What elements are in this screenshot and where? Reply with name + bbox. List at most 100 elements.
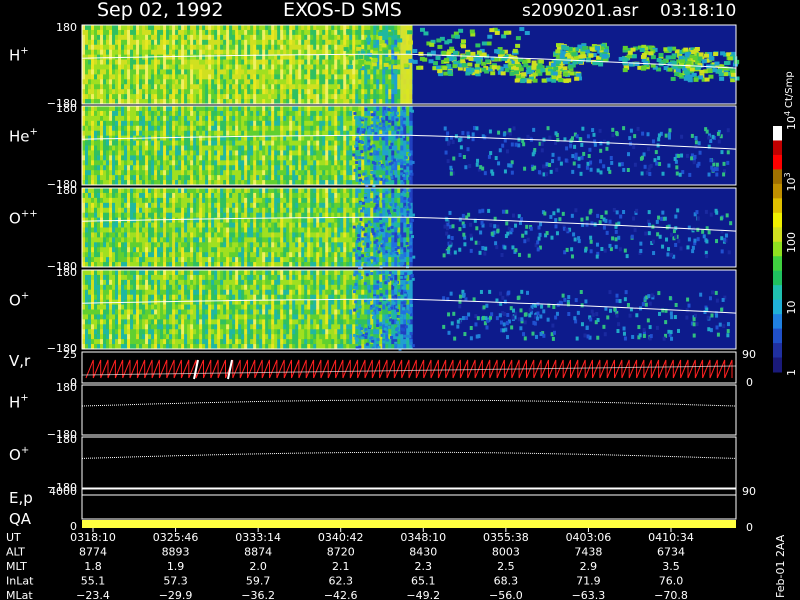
ephem-cell: 0410:34 [648, 531, 694, 544]
colorbar-swatch [773, 198, 782, 214]
y-max-label: 25 [63, 348, 77, 361]
y-min-label: −180 [47, 97, 77, 110]
ephem-cell: 2.0 [249, 560, 267, 573]
file-name: s2090201.asr [522, 1, 638, 21]
ephem-cell: 0333:14 [235, 531, 281, 544]
colorbar-swatch [773, 183, 782, 199]
colorbar-swatch [773, 169, 782, 185]
y-max-label: 180 [56, 102, 77, 115]
panel-0: H+ 180 −180 [9, 21, 740, 110]
colorbar-swatch [773, 328, 782, 344]
y-max-label: 180 [56, 433, 77, 446]
ephem-cell: 2.9 [580, 560, 598, 573]
ephem-cell: 2.1 [332, 560, 350, 573]
y-max-label: 180 [56, 184, 77, 197]
ephem-cell: 55.1 [81, 575, 106, 588]
y-max-label: 180 [56, 21, 77, 34]
ephem-cell: −29.9 [159, 589, 193, 600]
panel-4: V,r 25 0 90 0 [9, 348, 756, 389]
ephem-cell: −42.6 [324, 589, 358, 600]
colorbar-tick: 1 [785, 369, 798, 376]
ephem-cell: 8874 [244, 546, 272, 559]
colorbar-swatch [773, 343, 782, 359]
title-date: Sep 02, 1992 [97, 0, 223, 21]
panel-label: E,p [9, 489, 33, 507]
ephem-cell: 3.5 [662, 560, 680, 573]
ephem-cell: 8430 [409, 546, 437, 559]
panel-8: QA 0 0 [9, 510, 753, 534]
colorbar-swatch [773, 126, 782, 141]
ephem-cell: 7438 [574, 546, 602, 559]
panel-label: He+ [9, 127, 38, 146]
colorbar-tick: 104 [783, 111, 798, 130]
ephem-row-name: MLT [6, 560, 27, 573]
ephem-cell: 62.3 [328, 575, 353, 588]
ephem-row-name: ALT [6, 546, 25, 559]
colorbar-swatch [773, 227, 782, 243]
ephem-cell: 8003 [492, 546, 520, 559]
ephem-cell: 65.1 [411, 575, 436, 588]
colorbar-swatch [773, 270, 782, 286]
panel-label: V,r [9, 352, 31, 370]
colorbar-tick: 10 [785, 301, 798, 315]
colorbar-swatch [773, 256, 782, 272]
ephem-cell: 1.9 [167, 560, 185, 573]
ephem-row-name: MLat [6, 589, 33, 600]
title-instrument: EXOS-D SMS [283, 0, 402, 21]
ephem-cell: 71.9 [576, 575, 601, 588]
panel-label: O++ [9, 209, 38, 228]
ephem-cell: 57.3 [163, 575, 188, 588]
ephem-cell: 0348:10 [400, 531, 446, 544]
panel-label: QA [9, 510, 32, 528]
ephem-cell: 0403:06 [566, 531, 612, 544]
colorbar-swatch [773, 314, 782, 330]
y-min-label: −180 [47, 178, 77, 191]
panel-5: H+ 180 −180 [9, 381, 737, 441]
panels: H+180−180He+180−180O++180−180O+180−180V,… [9, 21, 756, 534]
ephem-cell: 0340:42 [318, 531, 364, 544]
colorbar-swatch [773, 357, 782, 373]
right-top-label: 90 [742, 348, 756, 361]
file-time: 03:18:10 [660, 1, 736, 21]
ephem-cell: 59.7 [246, 575, 271, 588]
ephem-cell: 2.3 [415, 560, 433, 573]
y-min-label: −180 [47, 342, 77, 355]
colorbar-swatch [773, 299, 782, 315]
colorbar: Ct/Smp 1 10 100 103 104 [773, 71, 798, 376]
ephem-cell: −70.8 [654, 589, 688, 600]
ephem-cell: 0318:10 [70, 531, 116, 544]
panel-label: O+ [9, 291, 29, 310]
panel-label: H+ [9, 46, 29, 65]
pitch-curve [81, 298, 737, 314]
ephem-row-name: InLat [6, 575, 34, 588]
panel-6: O+ 180 −180 [9, 433, 737, 494]
ephem-cell: 8893 [162, 546, 190, 559]
ephem-cell: −56.0 [489, 589, 523, 600]
ephemeris-table: UT 0318:10 0325:46 0333:14 0340:42 0348:10 035… [6, 531, 694, 600]
y-min-label: −180 [47, 481, 77, 494]
ephem-cell: 68.3 [494, 575, 519, 588]
y-max-label: 180 [56, 266, 77, 279]
y-bottom-label: 0 [70, 520, 77, 533]
y-min-label: −180 [47, 260, 77, 273]
ephem-cell: 8774 [79, 546, 107, 559]
ephem-cell: 0355:38 [483, 531, 529, 544]
y-max-label: 180 [56, 381, 77, 394]
qa-bar [82, 520, 736, 528]
y-min-label: −180 [47, 428, 77, 441]
colorbar-swatch [773, 241, 782, 257]
ephem-cell: 76.0 [659, 575, 684, 588]
panel-label: O+ [9, 445, 29, 464]
y-top-label: 4000 [49, 485, 77, 498]
ephem-cell: 2.5 [497, 560, 515, 573]
spin-trace [85, 359, 733, 379]
pitch-curve [81, 216, 737, 232]
ephem-cell: 8720 [327, 546, 355, 559]
colorbar-title: Ct/Smp [784, 71, 795, 108]
colorbar-tick: 103 [783, 172, 798, 191]
colorbar-swatch [773, 285, 782, 301]
colorbar-swatch [773, 212, 782, 228]
ephem-row-name: UT [6, 531, 21, 544]
ephem-cell: 0325:46 [153, 531, 199, 544]
